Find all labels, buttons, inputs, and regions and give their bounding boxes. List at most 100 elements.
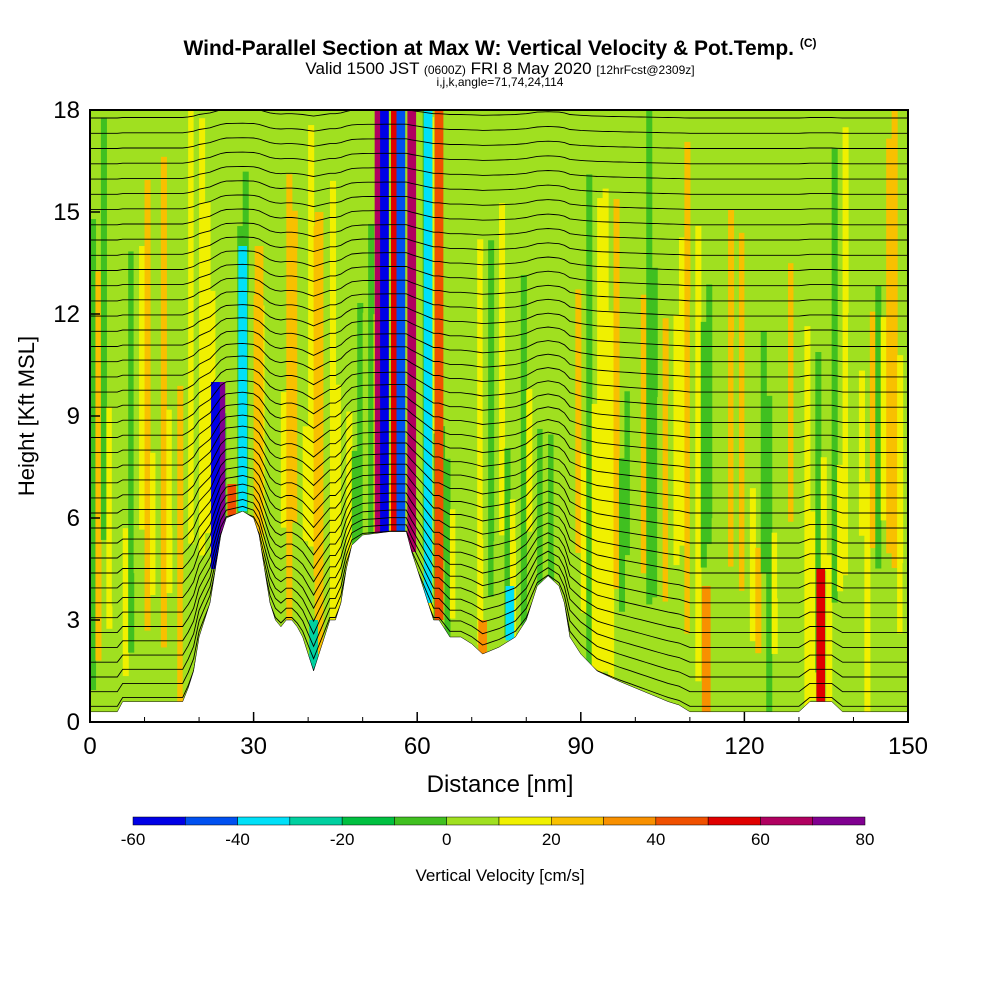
velocity-cell (155, 419, 162, 637)
velocity-cell (302, 426, 309, 542)
updraft-band (434, 110, 444, 620)
colorbar-swatch (760, 816, 813, 826)
velocity-cell (526, 389, 533, 532)
colorbar-tick-label: -60 (121, 830, 146, 849)
downdraft-band (238, 246, 248, 512)
velocity-cell (722, 328, 729, 543)
updraft-band (227, 484, 237, 516)
theta-contour (90, 263, 908, 287)
forecast-info: [12hrFcst@2309z] (596, 63, 695, 77)
velocity-cell (864, 481, 871, 717)
velocity-cell (706, 284, 713, 545)
velocity-cell (820, 457, 827, 571)
velocity-cell (149, 452, 157, 595)
velocity-cell (548, 434, 555, 698)
velocity-cell (509, 499, 516, 639)
velocity-cell (597, 198, 604, 680)
y-tick-label: 6 (67, 505, 80, 532)
theta-contour (90, 367, 908, 408)
velocity-cell (853, 311, 860, 676)
velocity-cell (809, 511, 816, 701)
theta-contour (90, 414, 908, 469)
x-tick-label: 150 (888, 733, 928, 760)
velocity-cell (264, 272, 271, 566)
section-params: i,j,k,angle=71,74,24,114 (436, 75, 564, 89)
velocity-cell (286, 174, 293, 656)
velocity-cell (226, 286, 233, 657)
velocity-cell (793, 166, 800, 560)
velocity-cell (608, 310, 615, 685)
colorbar-swatch (394, 816, 447, 826)
y-tick-label: 9 (67, 403, 80, 430)
colorbar-tick-label: 60 (751, 830, 770, 849)
updraft-band (254, 246, 264, 535)
velocity-cell (193, 110, 200, 535)
colorbar-tick-label: 40 (646, 830, 665, 849)
theta-contour (90, 194, 908, 211)
valid-date: FRI 8 May 2020 (470, 59, 592, 78)
velocity-cell (106, 407, 113, 629)
theta-contour (90, 290, 908, 317)
theta-contour (90, 491, 908, 589)
velocity-cell (542, 327, 549, 664)
velocity-cell (771, 532, 778, 654)
y-tick-label: 0 (67, 709, 80, 736)
terrain-profile (90, 510, 908, 722)
velocity-cell (324, 110, 331, 551)
velocity-cell (869, 311, 876, 549)
downdraft-band (211, 382, 220, 569)
theta-contour (90, 208, 908, 226)
velocity-cell (444, 458, 451, 696)
copyright-mark: (C) (799, 36, 817, 50)
x-tick-label: 90 (567, 733, 594, 760)
colorbar-swatch (446, 816, 500, 826)
velocity-cell (248, 290, 255, 555)
velocity-cell (749, 488, 756, 642)
velocity-cell (646, 110, 653, 605)
velocity-cell (111, 228, 118, 607)
velocity-cell (133, 110, 140, 574)
velocity-cell (886, 138, 893, 554)
velocity-cell (95, 271, 102, 661)
velocity-cell (602, 188, 609, 672)
theta-contour (90, 330, 908, 363)
velocity-cell (482, 261, 489, 539)
theta-contour (90, 151, 908, 165)
colorbar: -60 -40 -20 0 20 40 60 80 (121, 816, 874, 849)
velocity-cell (520, 274, 527, 626)
velocity-cell (493, 541, 500, 661)
velocity-cell (657, 397, 664, 628)
velocity-cell (891, 110, 898, 569)
chart-title-text: Wind-Parallel Section at Max W: Vertical… (183, 37, 794, 60)
downdraft-band (505, 586, 515, 641)
colorbar-swatch (185, 816, 238, 826)
velocity-cell (700, 321, 707, 568)
colorbar-swatch (603, 816, 657, 826)
theta-contour (90, 446, 908, 514)
velocity-cell (651, 267, 658, 598)
x-tick-label: 30 (240, 733, 267, 760)
velocity-cell (875, 285, 882, 569)
velocity-cell (580, 452, 587, 613)
colorbar-tick-label: -20 (330, 830, 355, 849)
theta-contour (90, 180, 908, 195)
velocity-cell (499, 203, 506, 536)
velocity-cell (477, 239, 484, 645)
velocity-cell (733, 337, 740, 615)
updraft-band (816, 569, 826, 702)
theta-contour (90, 499, 908, 604)
colorbar-swatch (237, 816, 291, 826)
velocity-cell (618, 458, 626, 612)
velocity-cell (826, 555, 833, 715)
velocity-cell (160, 156, 167, 648)
chart-title: Wind-Parallel Section at Max W: Vertical… (0, 36, 1000, 61)
velocity-cell (90, 219, 97, 691)
velocity-cell (177, 385, 184, 703)
velocity-cell (100, 117, 107, 540)
velocity-cell (755, 547, 762, 654)
axes: 0 30 60 90 120 150 0 3 6 9 12 15 18 (53, 97, 928, 760)
updraft-band (216, 382, 226, 535)
velocity-cell (798, 157, 805, 555)
colorbar-tick-label: -40 (225, 830, 250, 849)
colorbar-swatch (289, 816, 343, 826)
